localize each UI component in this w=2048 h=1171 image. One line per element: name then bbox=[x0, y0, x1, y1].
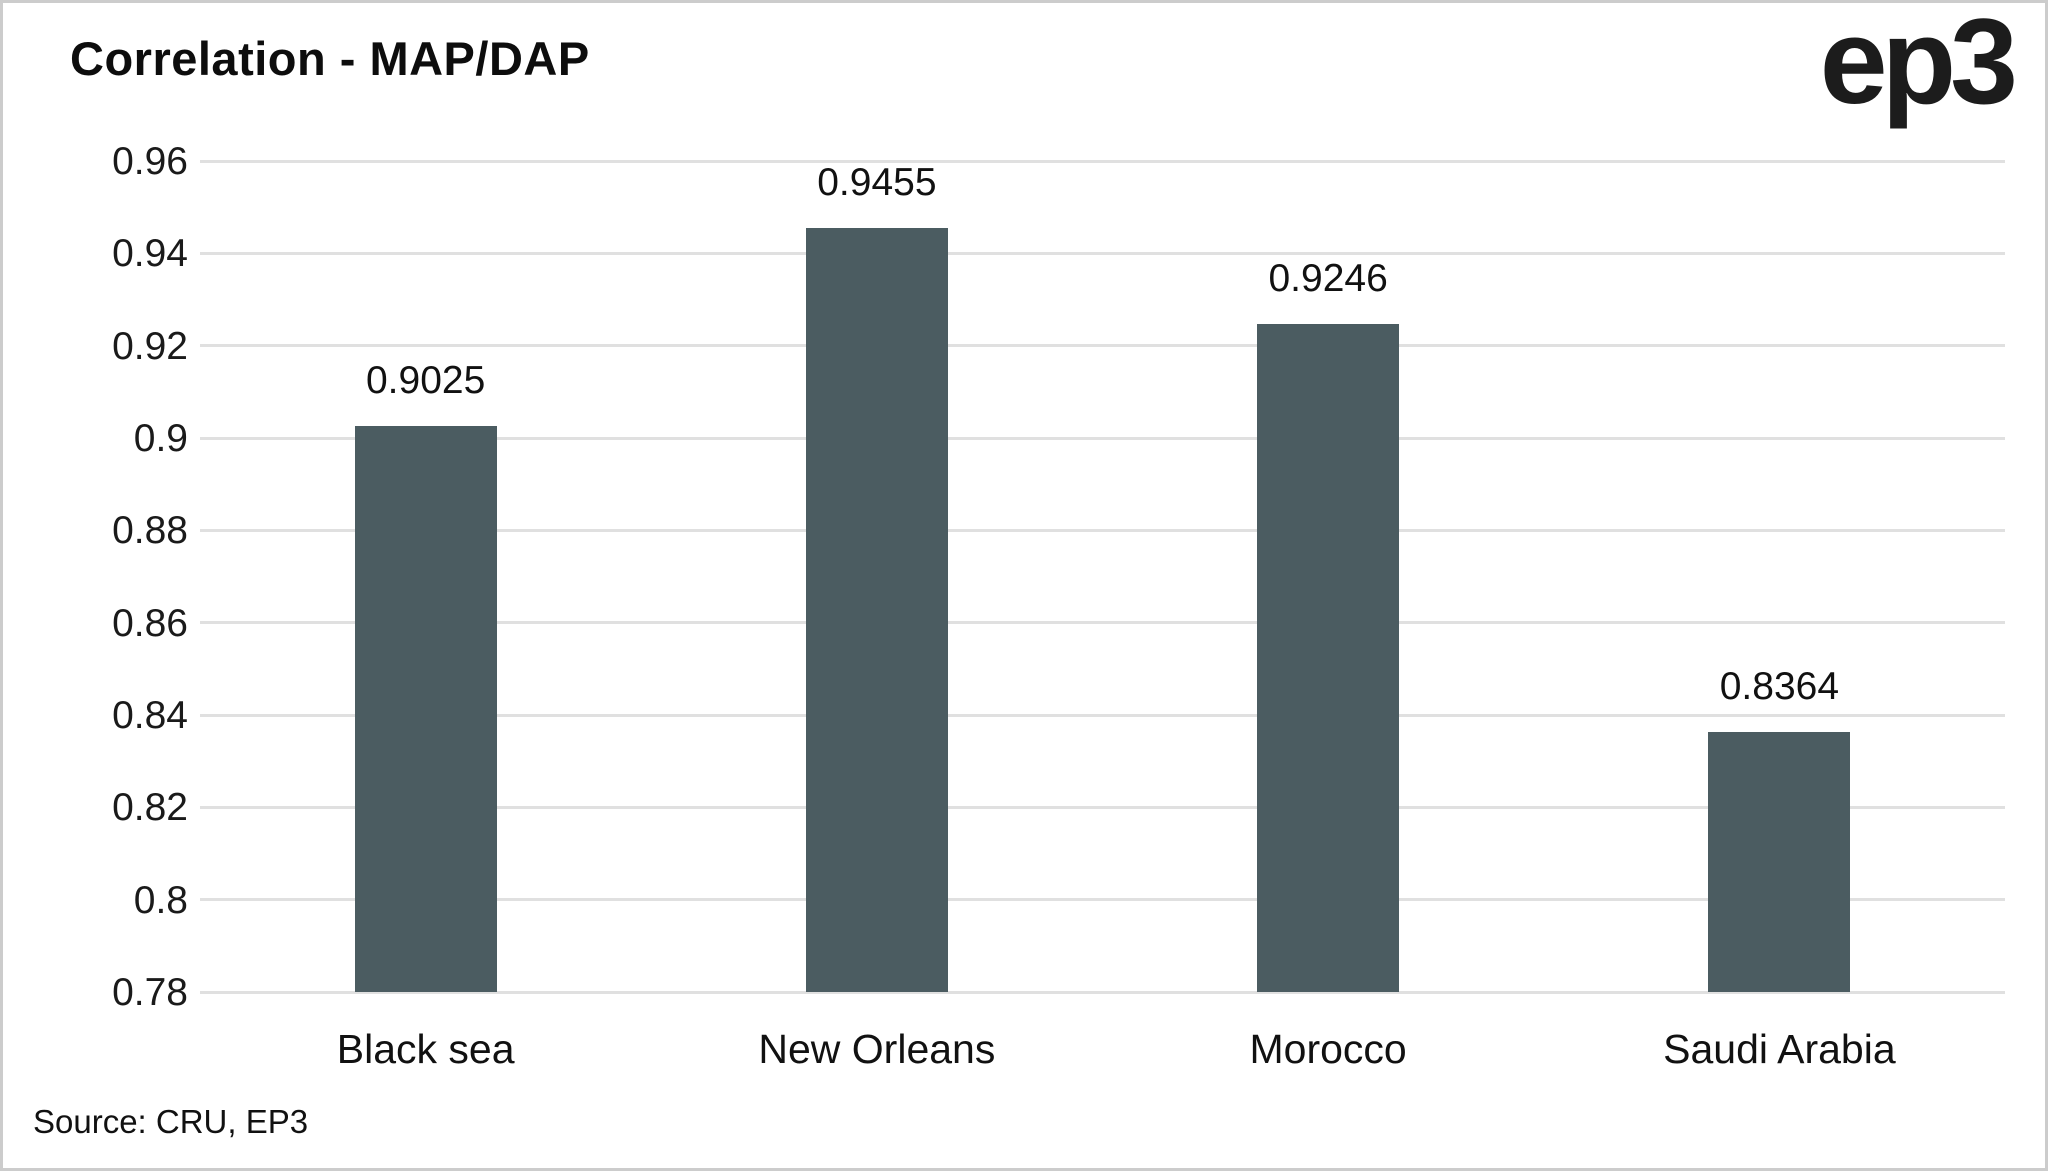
gridline bbox=[200, 159, 2005, 163]
chart-title: Correlation - MAP/DAP bbox=[70, 32, 590, 85]
bar-new-orleans bbox=[805, 227, 948, 992]
gridline bbox=[200, 805, 2005, 809]
x-axis-label-saudi-arabia: Saudi Arabia bbox=[1663, 1026, 1896, 1072]
bar-value-label: 0.9455 bbox=[817, 160, 937, 204]
gridline bbox=[200, 436, 2005, 440]
bar-value-label: 0.9246 bbox=[1268, 257, 1388, 301]
gridline bbox=[200, 990, 2005, 994]
source-note: Source: CRU, EP3 bbox=[33, 1103, 309, 1140]
y-axis-tick-label: 0.88 bbox=[112, 509, 188, 553]
gridline bbox=[200, 528, 2005, 532]
x-axis-label-new-orleans: New Orleans bbox=[758, 1026, 996, 1072]
bar-value-label: 0.9025 bbox=[365, 359, 486, 403]
bar-morocco bbox=[1257, 324, 1400, 992]
y-axis-tick-label: 0.78 bbox=[112, 971, 188, 1014]
bar-value-label: 0.8364 bbox=[1719, 664, 1840, 708]
gridline bbox=[200, 713, 2005, 717]
x-axis-label-morocco: Morocco bbox=[1249, 1026, 1407, 1072]
y-axis-tick-label: 0.8 bbox=[133, 878, 188, 922]
gridline bbox=[200, 898, 2005, 902]
gridline bbox=[200, 621, 2005, 625]
ep3-logo: ep3 bbox=[1819, 0, 2018, 129]
bar-black-sea bbox=[354, 426, 497, 992]
bar-saudi-arabia bbox=[1708, 731, 1851, 992]
y-axis-tick-label: 0.9 bbox=[133, 417, 188, 460]
gridline bbox=[200, 251, 2005, 255]
x-axis-label-black-sea: Black sea bbox=[336, 1026, 515, 1072]
y-axis-tick-label: 0.86 bbox=[112, 601, 188, 645]
y-axis-tick-label: 0.94 bbox=[112, 232, 188, 276]
y-axis-tick-label: 0.82 bbox=[112, 786, 188, 830]
y-axis-tick-label: 0.92 bbox=[112, 324, 188, 368]
y-axis-tick-label: 0.84 bbox=[112, 694, 188, 737]
plot-area: 0.96 0.94 0.92 0.9 0.88 0.86 0.84 0.82 0.8 0.78 0.… bbox=[112, 142, 2005, 1070]
y-axis-tick-label: 0.96 bbox=[112, 140, 188, 183]
gridline bbox=[200, 344, 2005, 348]
